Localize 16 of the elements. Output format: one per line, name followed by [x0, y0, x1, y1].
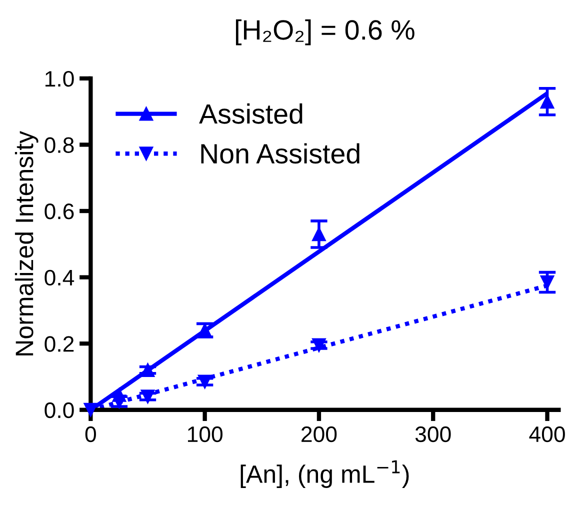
y-axis-title: Normalized Intensity — [14, 130, 38, 356]
x-tick-label: 200 — [302, 426, 337, 442]
y-tick-label: 0.6 — [44, 204, 74, 220]
y-tick-label: 0.0 — [44, 402, 74, 418]
y-tick-label: 0.8 — [44, 137, 74, 153]
x-tick-label: 0 — [85, 426, 96, 442]
y-tick-label: 1.0 — [46, 70, 74, 87]
legend-label: Assisted — [199, 103, 302, 124]
chart-title: [H₂O₂] = 0.6 % — [236, 19, 414, 46]
y-tick-label: 0.4 — [44, 270, 74, 286]
legend-label: Non Assisted — [201, 143, 360, 164]
y-tick-label: 0.2 — [44, 336, 74, 352]
x-tick-label: 100 — [188, 426, 222, 442]
x-tick-label: 400 — [529, 426, 565, 442]
x-axis-title: [An], (ng mL$^{−1}$) — [240, 460, 409, 488]
x-tick-label: 300 — [415, 426, 451, 442]
